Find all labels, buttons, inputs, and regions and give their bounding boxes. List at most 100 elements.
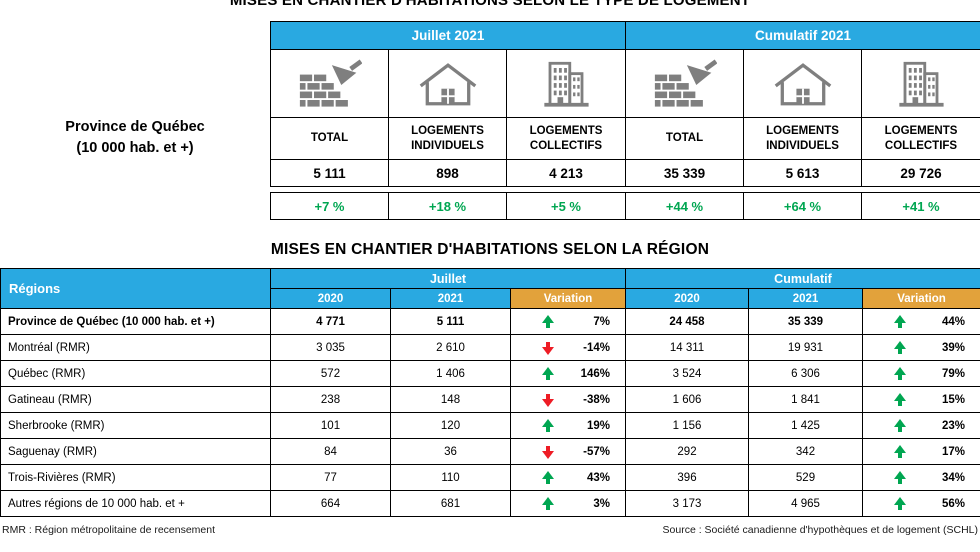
icon-cell: [270, 49, 389, 118]
juillet-group-header: Juillet: [270, 268, 626, 289]
house-icon: [390, 59, 506, 109]
house-icon: [745, 59, 861, 109]
value-cell: 77: [270, 464, 391, 491]
value-cell: 148: [390, 386, 511, 413]
masonry-trowel-icon: [272, 59, 388, 109]
variation-cell: 56%: [862, 490, 980, 517]
housing-type-main-table: Juillet 2021 Cumulatif 2021: [269, 21, 980, 187]
value-cell: 529: [748, 464, 863, 491]
trend-arrow-icon: [541, 367, 555, 381]
variation-value: 56%: [941, 497, 965, 510]
value-cell: 84: [270, 438, 391, 465]
variation-cell: 23%: [862, 412, 980, 439]
juillet-2021-group-header: Juillet 2021: [269, 21, 627, 50]
variation-cell: 15%: [862, 386, 980, 413]
province-label-line1: Province de Québec: [65, 119, 205, 135]
column-label-collectifs: LOGEMENTS COLLECTIFS: [861, 117, 980, 160]
value-cell: 3 524: [625, 360, 749, 387]
table-row: Autres régions de 10 000 hab. et + 664 6…: [0, 490, 980, 517]
table-row: Gatineau (RMR) 238 148 -38% 1 606 1 841 …: [0, 386, 980, 413]
variation-value: 19%: [586, 419, 610, 432]
value-cell: 5 111: [390, 308, 511, 335]
variation-header: Variation: [510, 288, 626, 309]
value-cell: 19 931: [748, 334, 863, 361]
value-cell: 2 610: [390, 334, 511, 361]
value-cell: 1 425: [748, 412, 863, 439]
variation-value: 7%: [593, 315, 610, 328]
column-label-total: TOTAL: [270, 117, 389, 160]
region-table-title: MISES EN CHANTIER D'HABITATIONS SELON LA…: [270, 241, 710, 258]
year-2021-header: 2021: [390, 288, 511, 309]
variation-cell: 43%: [510, 464, 626, 491]
top-table-title-clip: MISES EN CHANTIER D'HABITATIONS SELON LE…: [0, 0, 980, 13]
value-cell: 110: [390, 464, 511, 491]
value-cell: 4 771: [270, 308, 391, 335]
variation-cell: 7%: [510, 308, 626, 335]
value-cell: 35 339: [748, 308, 863, 335]
variation-value: 17%: [941, 445, 965, 458]
province-label: Province de Québec (10 000 hab. et +): [0, 21, 270, 220]
value-cell: 572: [270, 360, 391, 387]
table-row: Québec (RMR) 572 1 406 146% 3 524 6 306 …: [0, 360, 980, 387]
trend-arrow-icon: [893, 315, 907, 329]
variation-header: Variation: [862, 288, 980, 309]
region-name-cell: Sherbrooke (RMR): [0, 412, 271, 439]
cumulatif-2021-group-header: Cumulatif 2021: [625, 21, 980, 50]
value-cell: 14 311: [625, 334, 749, 361]
value-cell: 101: [270, 412, 391, 439]
footnotes: RMR : Région métropolitaine de recenseme…: [0, 524, 980, 536]
table-row: Trois-Rivières (RMR) 77 110 43% 396 529 …: [0, 464, 980, 491]
variation-cell: +7 %: [270, 192, 389, 220]
variation-value: 34%: [941, 471, 965, 484]
region-name-cell: Province de Québec (10 000 hab. et +): [0, 308, 271, 335]
variation-cell: 3%: [510, 490, 626, 517]
value-cell: 1 606: [625, 386, 749, 413]
variation-value: 23%: [941, 419, 965, 432]
value-cell: 35 339: [625, 159, 745, 187]
value-cell: 24 458: [625, 308, 749, 335]
value-cell: 3 173: [625, 490, 749, 517]
variation-cell: 19%: [510, 412, 626, 439]
value-cell: 1 841: [748, 386, 863, 413]
icon-cell: [505, 49, 627, 118]
value-cell: 1 406: [390, 360, 511, 387]
trend-arrow-icon: [893, 393, 907, 407]
value-cell: 664: [270, 490, 391, 517]
value-cell: 29 726: [861, 159, 980, 187]
value-cell: 4 213: [505, 159, 627, 187]
value-cell: 36: [390, 438, 511, 465]
variation-cell: 17%: [862, 438, 980, 465]
trend-arrow-icon: [541, 419, 555, 433]
value-cell: 1 156: [625, 412, 749, 439]
trend-arrow-icon: [541, 341, 555, 355]
variation-value: 146%: [580, 367, 610, 380]
variation-cell: 34%: [862, 464, 980, 491]
variation-value: 3%: [593, 497, 610, 510]
regions-header: Régions: [0, 268, 271, 309]
trend-arrow-icon: [541, 393, 555, 407]
variation-cell: -38%: [510, 386, 626, 413]
variation-cell: 39%: [862, 334, 980, 361]
table-row: Saguenay (RMR) 84 36 -57% 292 342 17%: [0, 438, 980, 465]
masonry-trowel-icon: [627, 59, 743, 109]
column-label-individuels: LOGEMENTS INDIVIDUELS: [743, 117, 863, 160]
year-2021-header: 2021: [748, 288, 863, 309]
icon-cell: [743, 49, 863, 118]
column-label-collectifs: LOGEMENTS COLLECTIFS: [505, 117, 627, 160]
variation-value: -38%: [583, 393, 610, 406]
value-cell: 5 613: [743, 159, 863, 187]
housing-type-table-body: Juillet 2021 Cumulatif 2021: [269, 21, 980, 220]
region-name-cell: Québec (RMR): [0, 360, 271, 387]
value-cell: 898: [388, 159, 507, 187]
region-name-cell: Montréal (RMR): [0, 334, 271, 361]
apartment-building-icon: [863, 59, 980, 109]
region-name-cell: Gatineau (RMR): [0, 386, 271, 413]
trend-arrow-icon: [893, 367, 907, 381]
value-cell: 4 965: [748, 490, 863, 517]
region-name-cell: Saguenay (RMR): [0, 438, 271, 465]
trend-arrow-icon: [893, 471, 907, 485]
table-row: Montréal (RMR) 3 035 2 610 -14% 14 311 1…: [0, 334, 980, 361]
apartment-building-icon: [508, 59, 625, 109]
value-cell: 6 306: [748, 360, 863, 387]
